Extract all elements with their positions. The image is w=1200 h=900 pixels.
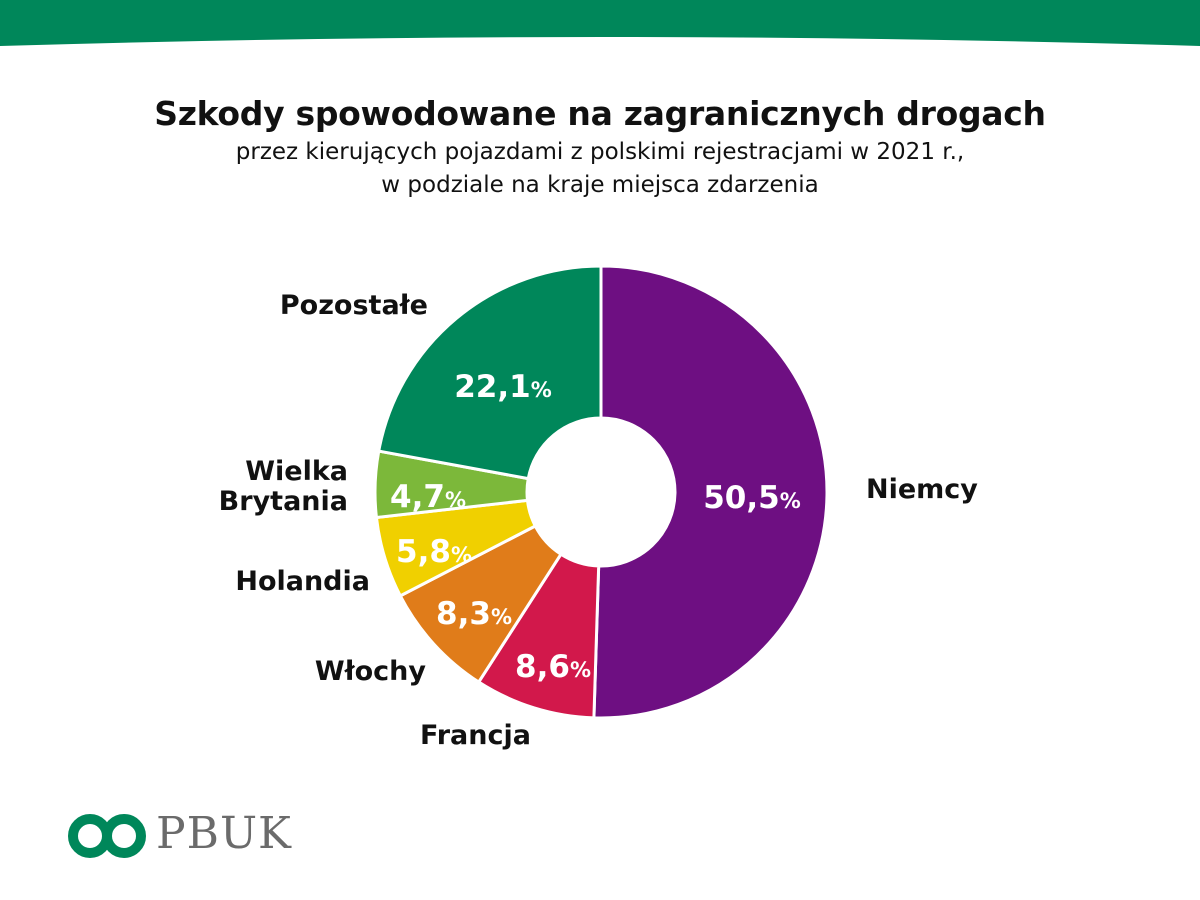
category-label-pozostale: Pozostałe — [280, 290, 428, 321]
value-label-niemcy: 50,5% — [703, 480, 801, 516]
category-label-wielka-brytania: Wielka Brytania — [219, 456, 348, 517]
title-block: Szkody spowodowane na zagranicznych drog… — [0, 92, 1200, 202]
value-label-wielka-brytania: 4,7% — [390, 479, 466, 515]
chart-title: Szkody spowodowane na zagranicznych drog… — [154, 94, 1046, 133]
value-label-pozostale: 22,1% — [454, 369, 552, 405]
value-label-holandia: 5,8% — [396, 534, 472, 570]
chart-subtitle-line-2: w podziale na kraje miejsca zdarzenia — [381, 172, 819, 198]
category-label-holandia: Holandia — [235, 566, 370, 597]
value-label-wlochy: 8,3% — [436, 596, 512, 632]
category-label-francja: Francja — [420, 720, 531, 751]
value-label-francja: 8,6% — [515, 649, 591, 685]
logo-text: PBUK — [156, 808, 292, 859]
pbuk-logo-icon — [68, 814, 146, 858]
slice-niemcy — [592, 264, 829, 720]
slice-pozostale — [376, 264, 603, 481]
category-label-niemcy: Niemcy — [866, 474, 978, 505]
chart-subtitle-line-1: przez kierujących pojazdami z polskimi r… — [235, 139, 965, 165]
category-label-wlochy: Włochy — [315, 656, 427, 687]
top-banner — [0, 0, 1200, 46]
